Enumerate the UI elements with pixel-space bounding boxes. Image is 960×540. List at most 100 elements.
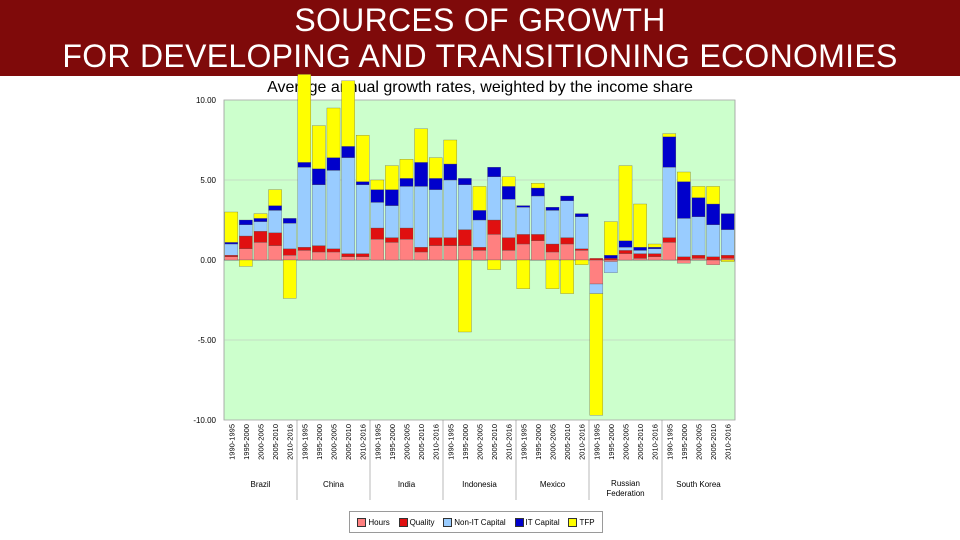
bar-segment: [253, 231, 268, 243]
bar-segment: [487, 176, 501, 221]
bar-segment: [574, 213, 589, 217]
bar-segment: [428, 245, 443, 261]
bar-segment: [633, 253, 647, 259]
bar-segment: [239, 259, 253, 267]
bar-segment: [443, 237, 458, 246]
country-label: Indonesia: [462, 480, 497, 489]
bar-segment: [224, 243, 239, 256]
legend-swatch: [398, 517, 408, 527]
bar-segment: [647, 248, 662, 254]
bar-segment: [399, 178, 414, 187]
title-line-1: SOURCES OF GROWTH: [294, 2, 666, 38]
period-label: 2005-2010: [636, 424, 645, 460]
bar-segment: [253, 221, 268, 232]
bar-segment: [560, 243, 574, 261]
bar-segment: [487, 167, 501, 177]
period-label: 1995-2000: [461, 424, 470, 460]
period-label: 2010-2016: [578, 424, 587, 460]
bar-segment: [662, 242, 677, 261]
bar-segment: [370, 227, 385, 240]
legend-swatch: [357, 517, 367, 527]
bar-segment: [282, 223, 297, 249]
legend-label: Quality: [409, 517, 435, 527]
bar-segment: [326, 157, 341, 171]
bar-segment: [282, 259, 297, 299]
legend-swatch: [568, 517, 578, 527]
bar-segment: [472, 210, 487, 221]
title-line-2: FOR DEVELOPING AND TRANSITIONING ECONOMI…: [62, 38, 898, 74]
bar-segment: [691, 186, 706, 198]
bar-segment: [414, 162, 428, 187]
bar-segment: [370, 179, 385, 190]
bar-segment: [326, 251, 341, 261]
bar-segment: [282, 255, 297, 261]
bar-segment: [239, 224, 253, 237]
bar-segment: [677, 218, 691, 257]
bar-segment: [691, 258, 706, 261]
bar-segment: [706, 259, 720, 265]
bar-segment: [385, 205, 399, 238]
bar-segment: [501, 250, 516, 261]
bar-segment: [414, 186, 428, 248]
bar-segment: [297, 162, 312, 168]
bar-segment: [341, 80, 355, 147]
bar-segment: [604, 259, 618, 262]
period-label: 1990-1995: [227, 424, 236, 460]
period-label: 2005-2010: [271, 424, 280, 460]
bar-segment: [458, 178, 472, 185]
country-label: Federation: [606, 489, 644, 498]
bar-segment: [589, 283, 604, 294]
bar-segment: [355, 135, 370, 182]
bar-segment: [458, 229, 472, 246]
bar-segment: [414, 247, 428, 253]
bar-segment: [224, 211, 239, 243]
bar-segment: [618, 250, 633, 254]
period-label: 1990-1995: [519, 424, 528, 460]
bar-segment: [574, 259, 589, 265]
bar-segment: [647, 243, 662, 248]
bar-segment: [574, 250, 589, 261]
bar-segment: [399, 186, 414, 229]
bar-segment: [501, 237, 516, 251]
bar-segment: [545, 259, 560, 289]
bar-segment: [720, 213, 735, 230]
chart-subtitle: Average annual growth rates, weighted by…: [267, 79, 693, 96]
legend-item: Non-IT Capital: [443, 517, 506, 527]
y-tick-label: 0.00: [200, 256, 216, 265]
bar-segment: [560, 200, 574, 238]
country-label: India: [398, 480, 416, 489]
bar-segment: [253, 242, 268, 261]
bar-segment: [297, 167, 312, 248]
bar-segment: [253, 213, 268, 219]
period-label: 1995-2000: [242, 424, 251, 460]
bar-segment: [501, 199, 516, 238]
bar-segment: [545, 210, 560, 245]
bar-segment: [516, 234, 531, 245]
country-label: South Korea: [676, 480, 721, 489]
legend-item: Quality: [398, 517, 435, 527]
bar-segment: [355, 181, 370, 185]
y-tick-label: -5.00: [198, 336, 217, 345]
bar-segment: [516, 259, 531, 289]
period-label: 2010-2016: [505, 424, 514, 460]
period-label: 1990-1995: [592, 424, 601, 460]
bar-segment: [589, 258, 604, 261]
bar-segment: [487, 234, 501, 261]
bar-segment: [224, 242, 239, 245]
period-label: 1995-2000: [388, 424, 397, 460]
bar-segment: [443, 139, 458, 165]
bar-segment: [560, 237, 574, 245]
bar-segment: [574, 248, 589, 251]
period-label: 2005-2010: [563, 424, 572, 460]
bar-segment: [370, 202, 385, 229]
period-label: 1995-2000: [607, 424, 616, 460]
period-label: 2010-2016: [651, 424, 660, 460]
bar-segment: [618, 165, 633, 241]
period-label: 1990-1995: [665, 424, 674, 460]
bar-segment: [414, 128, 428, 163]
bar-segment: [545, 251, 560, 261]
bar-segment: [472, 247, 487, 251]
bar-segment: [239, 219, 253, 225]
bar-segment: [677, 259, 691, 264]
